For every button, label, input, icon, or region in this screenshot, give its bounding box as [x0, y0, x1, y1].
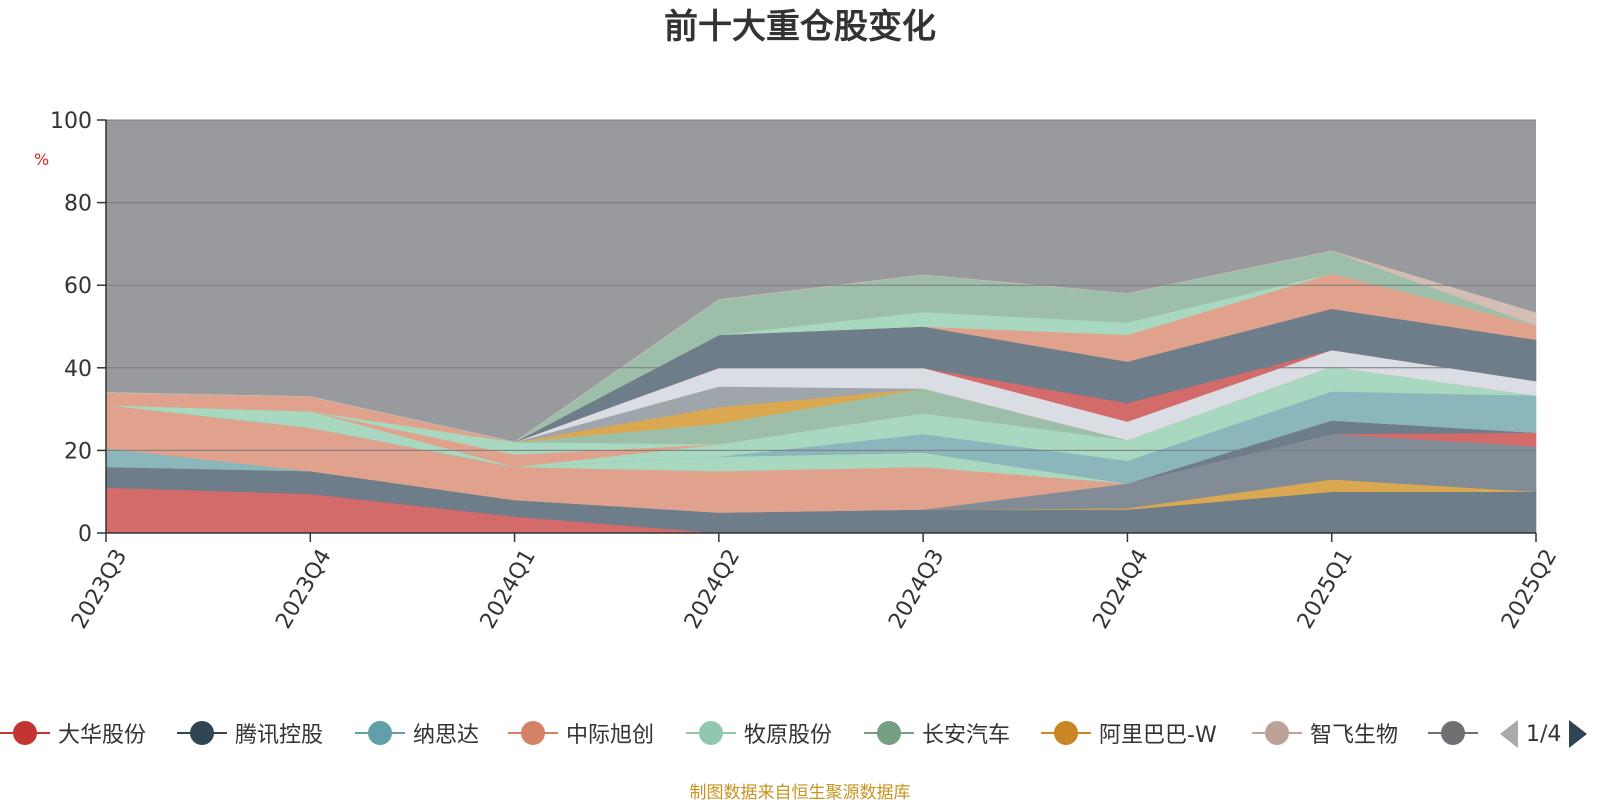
legend-item[interactable]: 牧原股份	[686, 716, 832, 750]
legend-marker-icon	[0, 720, 50, 746]
legend: 大华股份 腾讯控股 纳思达 中际旭创 牧原股份 长安汽车 阿里巴巴-W 智飞生物	[0, 716, 1600, 756]
legend-marker-icon	[355, 720, 405, 746]
legend-next-arrow-icon[interactable]	[1569, 720, 1588, 748]
legend-page-indicator: 1/4	[1526, 721, 1562, 747]
area-chart: 0 20 40 60 80 100 2023Q3 2023Q4 2024Q1 2024Q2 2024…	[50, 109, 1562, 633]
legend-item[interactable]: 阿里巴巴-W	[1041, 716, 1217, 750]
y-tick-label-20: 20	[64, 439, 92, 464]
y-tick-label-40: 40	[64, 357, 92, 382]
legend-item[interactable]: 中际旭创	[508, 716, 654, 750]
legend-marker-dot	[699, 721, 723, 745]
gridlines	[106, 119, 1536, 451]
y-tick-label-0: 0	[78, 522, 92, 547]
legend-marker-icon	[1041, 720, 1091, 746]
x-tick-label-2023Q4: 2023Q4	[271, 545, 336, 633]
x-tick-label-2024Q4: 2024Q4	[1088, 545, 1153, 633]
legend-label: 阿里巴巴-W	[1099, 723, 1217, 748]
legend-marker-dot	[877, 721, 901, 745]
legend-marker-icon	[1252, 720, 1302, 746]
x-tick-label-2024Q2: 2024Q2	[680, 545, 745, 633]
legend-marker-icon	[864, 720, 914, 746]
legend-marker-dot	[368, 721, 392, 745]
legend-marker-dot	[1054, 721, 1078, 745]
legend-marker-icon	[1428, 720, 1478, 746]
legend-label: 纳思达	[413, 723, 480, 748]
legend-prev-arrow-icon[interactable]	[1500, 720, 1518, 748]
legend-item[interactable]: 腾讯控股	[177, 716, 323, 750]
x-tick-label-2025Q1: 2025Q1	[1293, 545, 1358, 633]
legend-marker-dot	[1265, 721, 1289, 745]
x-tick-label-2024Q1: 2024Q1	[476, 545, 541, 633]
area-series-group	[105, 250, 1537, 534]
legend-marker-dot	[13, 721, 37, 745]
legend-label: 大华股份	[58, 723, 147, 748]
legend-marker-dot	[521, 721, 545, 745]
legend-item[interactable]: 长安汽车	[864, 716, 1010, 750]
y-axis-unit-label: %	[34, 150, 50, 169]
legend-label: 智飞生物	[1310, 723, 1399, 748]
x-tick-label-2024Q3: 2024Q3	[884, 545, 949, 633]
area-series-24	[105, 250, 1537, 443]
legend-marker-icon	[686, 720, 736, 746]
legend-marker-icon	[177, 720, 227, 746]
x-tick-label-2023Q3: 2023Q3	[67, 545, 132, 633]
legend-marker-dot	[1441, 721, 1465, 745]
legend-item[interactable]: 纳思达	[355, 716, 479, 750]
y-tick-label-60: 60	[64, 274, 92, 299]
legend-item[interactable]: 大华股份	[0, 716, 146, 750]
legend-marker-icon	[508, 720, 558, 746]
x-tick-label-2025Q2: 2025Q2	[1497, 545, 1562, 633]
legend-label: 中际旭创	[566, 723, 655, 748]
legend-item[interactable]	[1428, 716, 1486, 750]
legend-label: 腾讯控股	[235, 723, 324, 748]
legend-marker-dot	[190, 721, 214, 745]
legend-pager: 1/4	[1500, 720, 1588, 748]
chart-title: 前十大重仓股变化	[664, 7, 936, 47]
legend-label: 长安汽车	[922, 723, 1011, 748]
legend-item[interactable]: 智飞生物	[1252, 716, 1398, 750]
legend-label: 牧原股份	[744, 723, 833, 748]
y-tick-label-80: 80	[64, 192, 92, 217]
y-tick-label-100: 100	[50, 109, 92, 134]
data-source-note: 制图数据来自恒生聚源数据库	[689, 783, 911, 803]
